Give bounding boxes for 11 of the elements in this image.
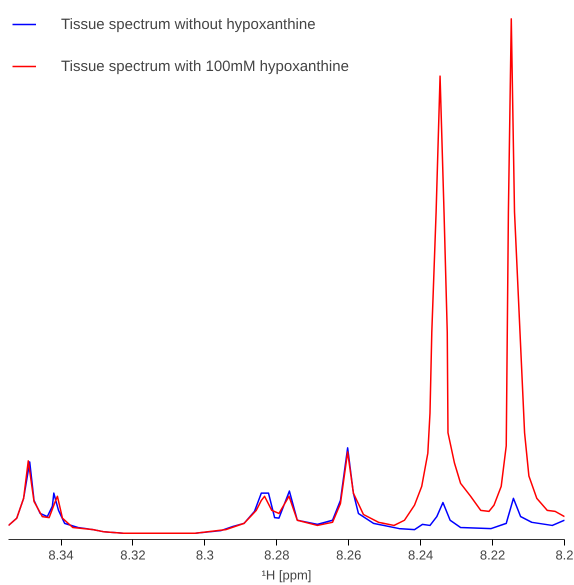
legend-label: Tissue spectrum with 100mM hypoxanthine [61, 58, 349, 74]
legend-label: Tissue spectrum without hypoxanthine [61, 16, 316, 32]
x-tick-label: 8.28 [264, 548, 290, 562]
x-tick-label: 8.32 [120, 548, 146, 562]
x-axis-title: ¹H [ppm] [262, 568, 312, 582]
x-tick-label: 8.26 [336, 548, 362, 562]
x-tick-label: 8.2 [555, 548, 574, 562]
x-tick-label: 8.3 [196, 548, 214, 562]
x-tick-label: 8.22 [480, 548, 506, 562]
x-tick-label: 8.34 [48, 548, 74, 562]
x-tick-label: 8.24 [408, 548, 434, 562]
